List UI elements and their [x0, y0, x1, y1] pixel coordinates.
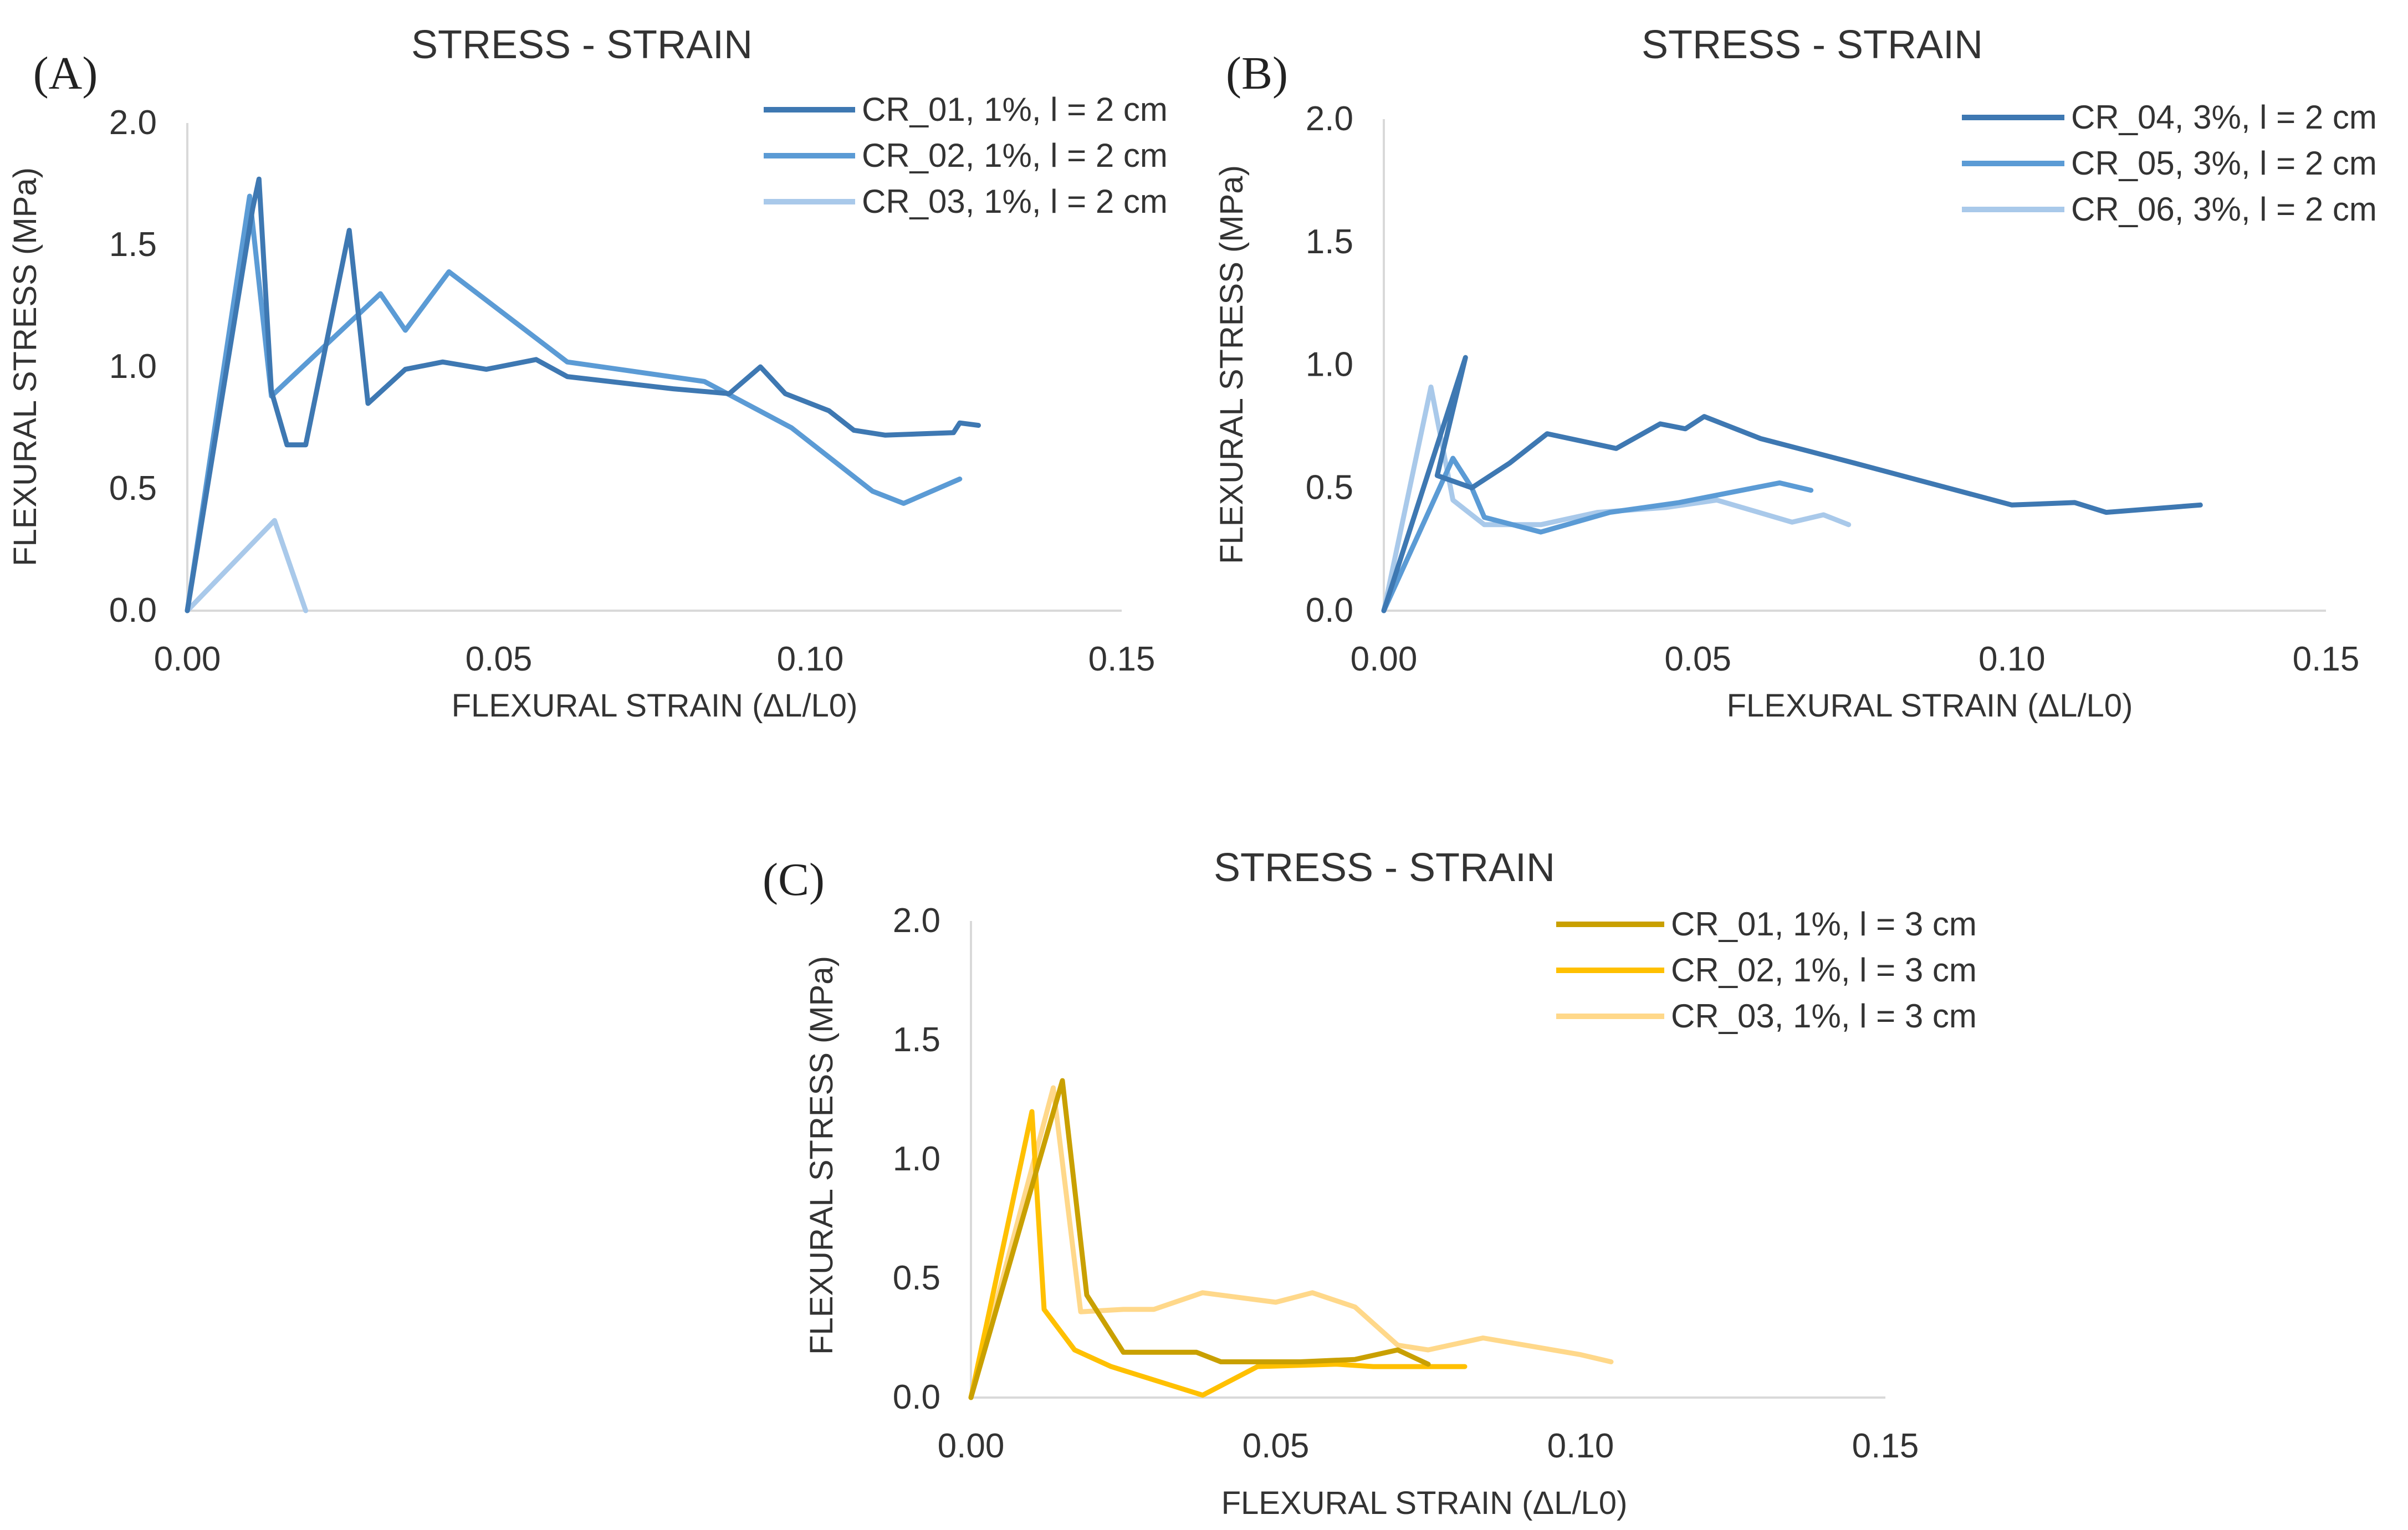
x-tick-label: 0.10: [777, 640, 844, 678]
legend: CR_01, 1%, l = 3 cm CR_02, 1%, l = 3 cm CR…: [1556, 905, 1977, 1035]
x-tick-label: 0.10: [1978, 640, 2046, 678]
legend-entry: CR_06, 3%, l = 2 cm: [2071, 191, 2377, 228]
x-tick-label: 0.05: [466, 640, 533, 678]
legend: CR_01, 1%, l = 2 cm CR_02, 1%, l = 2 cm CR…: [764, 91, 1168, 220]
x-tick-label: 0.10: [1547, 1427, 1614, 1465]
y-tick-label: 1.5: [1306, 223, 1353, 261]
x-tick-label: 0.00: [938, 1427, 1005, 1465]
y-axis-title: FLEXURAL STRESS (MPa): [7, 167, 43, 566]
series-line: [185, 193, 963, 613]
series-line: [968, 1085, 1614, 1400]
y-tick-label: 0.0: [893, 1378, 940, 1416]
y-tick-label: 0.0: [109, 591, 157, 630]
x-axis-title: FLEXURAL STRAIN (ΔL/L0): [1727, 688, 2133, 724]
legend-entry: CR_03, 1%, l = 3 cm: [1671, 997, 1977, 1035]
y-tick-label: 2.0: [1306, 100, 1353, 138]
x-tick-label: 0.15: [1088, 640, 1156, 678]
chart-title: STRESS - STRAIN: [1214, 846, 1555, 890]
y-tick-label: 0.5: [1306, 468, 1353, 506]
x-axis-title: FLEXURAL STRAIN (ΔL/L0): [1221, 1485, 1628, 1521]
series-line: [185, 518, 309, 613]
legend-entry: CR_01, 1%, l = 2 cm: [862, 91, 1168, 128]
legend-entry: CR_04, 3%, l = 2 cm: [2071, 99, 2377, 136]
series-line: [1381, 384, 1852, 613]
y-axis-title: FLEXURAL STRESS (MPa): [804, 956, 840, 1355]
panel-label: (B): [1226, 48, 1288, 99]
legend-entry: CR_05, 3%, l = 2 cm: [2071, 145, 2377, 182]
y-tick-label: 2.0: [109, 104, 157, 142]
series-line: [1381, 355, 2203, 613]
legend-entry: CR_03, 1%, l = 2 cm: [862, 183, 1168, 220]
x-tick-label: 0.15: [1852, 1427, 1919, 1465]
series-line: [185, 176, 981, 613]
series-line: [968, 1078, 1431, 1400]
legend: CR_04, 3%, l = 2 cm CR_05, 3%, l = 2 cm CR…: [1962, 99, 2377, 228]
legend-entry: CR_01, 1%, l = 3 cm: [1671, 905, 1977, 943]
y-tick-label: 1.0: [893, 1140, 940, 1178]
x-tick-label: 0.05: [1243, 1427, 1310, 1465]
y-tick-label: 0.0: [1306, 591, 1353, 630]
series-line: [1381, 456, 1814, 613]
y-tick-label: 1.5: [109, 226, 157, 264]
x-tick-label: 0.15: [2293, 640, 2360, 678]
y-tick-label: 2.0: [893, 902, 940, 940]
chart-title: STRESS - STRAIN: [411, 23, 753, 67]
y-tick-label: 0.5: [109, 469, 157, 508]
panel-label: (A): [33, 48, 98, 99]
y-tick-label: 0.5: [893, 1259, 940, 1297]
x-tick-label: 0.05: [1664, 640, 1731, 678]
chart-title: STRESS - STRAIN: [1642, 23, 1983, 67]
panel-label: (C): [763, 854, 825, 905]
chart-panel: STRESS - STRAIN (A) 0.0 0.5 1.0 1.5 2.0 0.00 0.0…: [7, 23, 1168, 724]
x-axis-title: FLEXURAL STRAIN (ΔL/L0): [452, 688, 858, 724]
y-axis-title: FLEXURAL STRESS (MPa): [1214, 165, 1250, 564]
y-tick-label: 1.5: [893, 1021, 940, 1059]
legend-entry: CR_02, 1%, l = 3 cm: [1671, 951, 1977, 989]
series-line: [968, 1109, 1468, 1400]
y-tick-label: 1.0: [1306, 346, 1353, 384]
x-tick-label: 0.00: [154, 640, 221, 678]
legend-entry: CR_02, 1%, l = 2 cm: [862, 137, 1168, 174]
x-tick-label: 0.00: [1351, 640, 1418, 678]
chart-panel: STRESS - STRAIN (C) 0.0 0.5 1.0 1.5 2.0 0.00 0.0…: [763, 846, 1977, 1521]
chart-panel: STRESS - STRAIN (B) 0.0 0.5 1.0 1.5 2.0 0.00 0.0…: [1214, 23, 2377, 724]
y-tick-label: 1.0: [109, 347, 157, 386]
